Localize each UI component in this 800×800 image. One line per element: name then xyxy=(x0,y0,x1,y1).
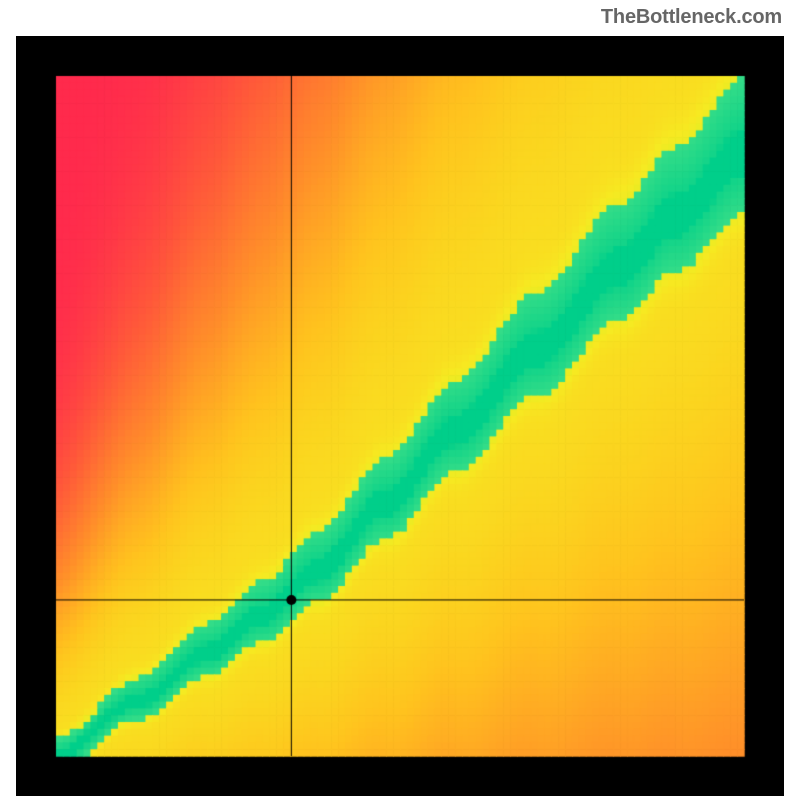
page-root: TheBottleneck.com xyxy=(0,0,800,800)
attribution-text: TheBottleneck.com xyxy=(601,6,782,29)
heatmap-container xyxy=(16,36,784,796)
bottleneck-heatmap xyxy=(16,36,784,796)
